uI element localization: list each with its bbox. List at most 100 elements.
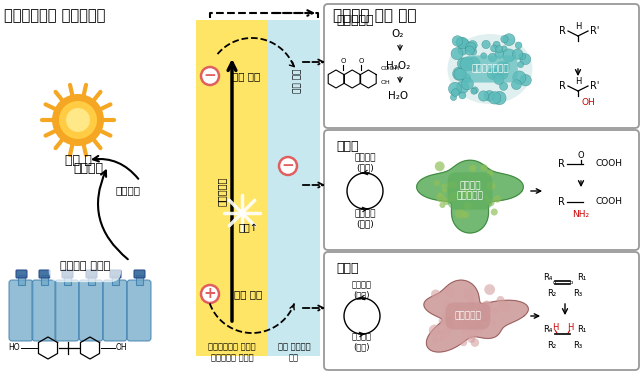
- Text: 전하 분리: 전하 분리: [232, 71, 260, 81]
- Circle shape: [503, 62, 509, 68]
- Circle shape: [498, 69, 508, 79]
- Text: −: −: [282, 159, 294, 173]
- Bar: [41, 275, 48, 285]
- Circle shape: [471, 338, 479, 347]
- Circle shape: [449, 192, 458, 201]
- Circle shape: [468, 297, 475, 303]
- Text: R₁: R₁: [577, 326, 586, 335]
- Text: 아민화: 아민화: [336, 140, 359, 153]
- Text: OH: OH: [116, 344, 127, 353]
- Circle shape: [443, 317, 451, 325]
- Circle shape: [468, 41, 477, 50]
- Text: 피아↑: 피아↑: [238, 223, 258, 233]
- Circle shape: [455, 209, 465, 219]
- Circle shape: [465, 46, 475, 55]
- Text: o: o: [552, 279, 556, 285]
- Circle shape: [447, 324, 455, 332]
- FancyBboxPatch shape: [9, 280, 33, 341]
- Circle shape: [493, 91, 506, 105]
- Text: COOH: COOH: [595, 197, 622, 206]
- FancyBboxPatch shape: [55, 280, 79, 341]
- Text: HO: HO: [8, 344, 20, 353]
- Text: R₄: R₄: [543, 326, 553, 335]
- Text: 보조인자
(환원): 보조인자 (환원): [354, 153, 376, 173]
- Circle shape: [487, 182, 495, 190]
- Text: H: H: [567, 323, 573, 332]
- Text: COOH: COOH: [595, 159, 622, 168]
- Circle shape: [503, 49, 516, 62]
- Circle shape: [439, 202, 446, 208]
- Circle shape: [441, 317, 453, 328]
- Bar: [88, 275, 95, 285]
- Text: 전하 주입: 전하 주입: [234, 289, 262, 299]
- Text: 산화반응: 산화반응: [116, 185, 141, 195]
- Text: O₂: O₂: [392, 29, 404, 39]
- Circle shape: [485, 195, 489, 199]
- Circle shape: [493, 41, 500, 49]
- Bar: [64, 275, 71, 285]
- Text: o: o: [569, 279, 573, 285]
- Text: R: R: [558, 159, 565, 169]
- Polygon shape: [417, 160, 523, 233]
- Circle shape: [445, 287, 455, 297]
- Text: R₃: R₃: [574, 341, 583, 350]
- Text: R: R: [558, 197, 565, 207]
- Circle shape: [494, 74, 504, 85]
- Text: 퍼옥시게나아제: 퍼옥시게나아제: [471, 65, 509, 73]
- Circle shape: [512, 49, 523, 59]
- Circle shape: [480, 313, 489, 322]
- Circle shape: [519, 53, 525, 60]
- Circle shape: [466, 327, 478, 339]
- Circle shape: [471, 88, 477, 94]
- Circle shape: [52, 94, 104, 146]
- Text: −: −: [204, 68, 217, 83]
- Circle shape: [456, 37, 466, 47]
- Bar: [18, 275, 25, 285]
- Text: H₂O₂: H₂O₂: [386, 61, 410, 71]
- Text: 탄소 섬유종이
음극: 탄소 섬유종이 음극: [278, 343, 311, 362]
- Circle shape: [511, 80, 521, 89]
- Text: NH₂: NH₂: [572, 210, 590, 219]
- Circle shape: [464, 43, 471, 49]
- Circle shape: [439, 336, 444, 341]
- Text: 화학연료: 화학연료: [73, 162, 103, 176]
- Circle shape: [201, 285, 219, 303]
- Text: 구황색효소: 구황색효소: [455, 311, 482, 320]
- Circle shape: [489, 92, 501, 104]
- FancyBboxPatch shape: [324, 4, 639, 128]
- Circle shape: [477, 309, 487, 318]
- Circle shape: [453, 67, 466, 80]
- FancyBboxPatch shape: [324, 252, 639, 370]
- Circle shape: [492, 71, 500, 79]
- Text: R₁: R₁: [577, 273, 586, 282]
- Circle shape: [59, 101, 97, 139]
- Bar: [196, 20, 268, 356]
- Circle shape: [454, 68, 466, 80]
- Text: 전하 주입: 전하 주입: [293, 69, 302, 93]
- Circle shape: [494, 195, 501, 203]
- Circle shape: [435, 161, 444, 171]
- Circle shape: [457, 58, 469, 70]
- Circle shape: [459, 92, 466, 99]
- Circle shape: [443, 198, 450, 205]
- Circle shape: [495, 50, 504, 58]
- Text: 플라스틱 폐기물: 플라스틱 폐기물: [60, 261, 110, 271]
- Text: 태양 빛: 태양 빛: [64, 154, 91, 167]
- Circle shape: [520, 54, 531, 65]
- Circle shape: [488, 53, 497, 62]
- Text: 보조인자
(산화): 보조인자 (산화): [352, 332, 372, 352]
- Circle shape: [462, 78, 473, 90]
- FancyBboxPatch shape: [39, 270, 50, 278]
- Circle shape: [469, 301, 475, 308]
- Circle shape: [437, 192, 442, 197]
- Circle shape: [460, 212, 466, 217]
- Circle shape: [437, 330, 442, 335]
- Circle shape: [476, 309, 483, 316]
- Text: O: O: [341, 58, 346, 64]
- Circle shape: [455, 303, 462, 310]
- Circle shape: [498, 301, 510, 312]
- Text: R': R': [590, 81, 599, 91]
- Circle shape: [491, 209, 498, 215]
- Circle shape: [487, 170, 493, 177]
- Text: O: O: [577, 151, 584, 160]
